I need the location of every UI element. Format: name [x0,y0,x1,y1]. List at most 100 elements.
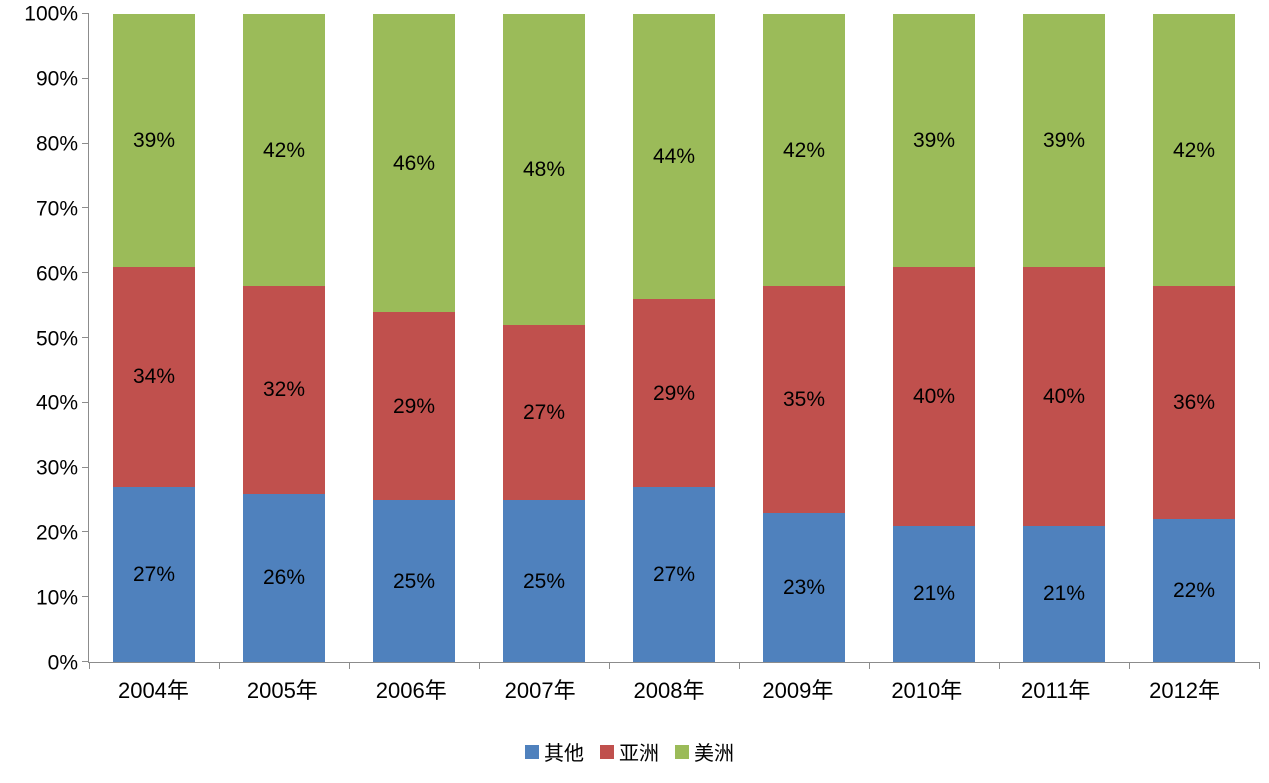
y-tick-mark [82,531,89,533]
y-tick-mark [82,337,89,338]
y-tick-mark [82,77,89,79]
x-category-label: 2004年 [117,678,189,703]
x-tick-mark [1259,662,1260,669]
bar-segment-亚洲: 29% [633,299,715,488]
data-label: 32% [262,378,305,402]
x-tick-mark [1128,662,1130,669]
y-tick-label: 50% [35,327,78,350]
bar-segment-其他: 27% [113,487,195,662]
legend-item-美洲: 美洲 [675,737,734,766]
stacked-bar: 21% 40% 39% [893,14,975,662]
stacked-bar: 23% 35% 42% [763,14,845,662]
legend-swatch [675,744,689,759]
data-label: 22% [1172,579,1215,603]
x-category-label: 2011年 [1021,678,1091,703]
x-category-label: 2007年 [504,678,576,703]
data-label: 39% [912,128,955,152]
x-tick-mark [739,662,740,669]
x-tick-mark [218,662,220,669]
data-label: 25% [522,569,565,593]
bar-slot: 22% 36% 42% [1129,14,1259,662]
bar-segment-亚洲: 27% [503,325,585,500]
bar-segment-美洲: 42% [1153,14,1235,287]
bar-segment-美洲: 48% [503,14,585,326]
bar-slot: 25% 29% 46% [349,14,479,662]
bar-slot: 23% 35% 42% [739,14,869,662]
x-category-label: 2006年 [375,678,447,703]
y-tick-label: 90% [35,67,78,91]
bar-slot: 21% 40% 39% [869,14,999,662]
data-label: 48% [522,158,565,182]
legend-label: 亚洲 [619,743,659,765]
data-label: 29% [392,394,435,418]
data-label: 34% [132,365,175,389]
y-axis: 0% 10% 20% 30% 40% 50% 60% 70% 80% 90% 100% [0,4,88,674]
y-tick-label: 80% [35,132,78,156]
bar-segment-美洲: 39% [1023,14,1105,267]
bar-segment-美洲: 39% [113,14,195,267]
stacked-bar: 25% 27% 48% [503,14,585,662]
data-label: 42% [782,138,825,162]
y-tick-label: 10% [35,586,78,610]
data-label: 42% [262,138,305,162]
stacked-bar: 26% 32% 42% [243,14,325,662]
data-label: 21% [912,582,955,606]
data-label: 23% [782,575,825,599]
bar-segment-美洲: 42% [243,14,325,287]
stacked-bar: 21% 40% 39% [1023,14,1105,662]
stacked-bar: 27% 29% 44% [633,14,715,662]
y-tick-label: 30% [35,456,78,480]
x-category-label: 2010年 [891,678,963,703]
bar-segment-亚洲: 36% [1153,286,1235,520]
data-label: 36% [1172,391,1215,415]
bar-segment-其他: 21% [1023,525,1105,662]
y-tick-mark [82,272,89,274]
data-label: 27% [132,563,175,587]
x-tick-mark [479,662,480,669]
bar-slot: 27% 29% 44% [609,14,739,662]
legend-swatch [525,744,539,759]
bar-segment-其他: 27% [633,487,715,662]
bar-slot: 26% 32% 42% [219,14,349,662]
bar-segment-亚洲: 35% [763,286,845,513]
plot-area: 27% 34% 39% 26% 32% 42% 25% 29% 46% 25% 27% 48% 27% 2… [82,13,1260,669]
x-tick-mark [608,662,610,669]
y-tick-mark [82,401,89,403]
legend-item-其他: 其他 [525,737,584,766]
data-label: 44% [652,145,695,169]
bar-segment-其他: 21% [893,525,975,662]
legend-label: 其他 [544,743,584,765]
y-tick-mark [82,207,89,209]
y-tick-label: 40% [35,391,78,415]
x-tick-mark [348,662,350,669]
x-tick-mark [999,662,1000,669]
legend: 其他 亚洲 美洲 [0,737,1259,766]
data-label: 35% [782,388,825,412]
legend-label: 美洲 [694,743,734,765]
bar-segment-美洲: 44% [633,14,715,300]
bar-segment-亚洲: 40% [893,266,975,526]
bar-segment-美洲: 42% [763,14,845,287]
bar-segment-其他: 22% [1153,519,1235,662]
data-label: 27% [652,563,695,587]
bar-slot: 25% 27% 48% [479,14,609,662]
data-label: 39% [132,128,175,152]
stacked-bar: 27% 34% 39% [113,14,195,662]
y-tick-mark [82,596,89,598]
x-axis: 2004年 2005年 2006年 2007年 2008年 2009年 2010年 2011年… [89,663,1249,715]
y-tick-label: 70% [35,197,78,221]
data-label: 26% [262,566,305,590]
x-tick-mark [869,662,870,669]
data-label: 40% [912,384,955,408]
bar-slot: 27% 34% 39% [89,14,219,662]
bar-segment-美洲: 39% [893,14,975,267]
bar-segment-美洲: 46% [373,14,455,313]
data-label: 39% [1042,128,1085,152]
bar-segment-亚洲: 29% [373,312,455,500]
data-label: 40% [1042,384,1085,408]
plot-row: 0% 10% 20% 30% 40% 50% 60% 70% 80% 90% 100% 27% 34%… [0,4,1260,674]
y-tick-mark [82,661,89,662]
bar-slot: 21% 40% 39% [999,14,1129,662]
y-tick-mark [82,466,89,468]
